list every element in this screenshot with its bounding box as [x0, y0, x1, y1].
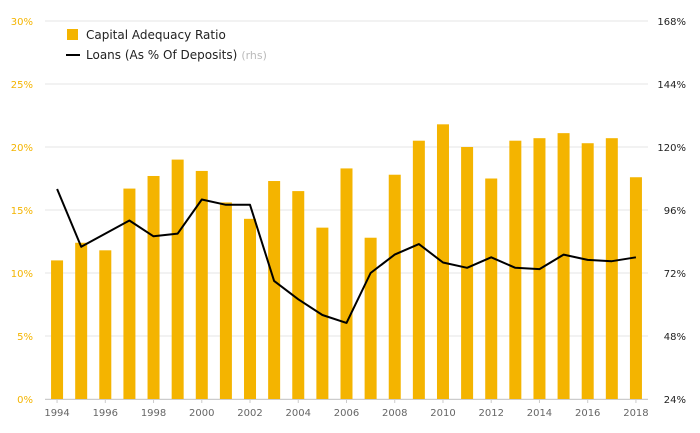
y-left-tick-label: 15% [11, 206, 33, 217]
bar [461, 147, 474, 399]
bar [99, 250, 112, 399]
bar [557, 133, 570, 399]
x-tick-label: 2004 [286, 408, 311, 419]
x-tick-label: 2018 [623, 408, 648, 419]
y-left-tick-label: 20% [11, 143, 33, 154]
y-left-tick-label: 30% [11, 17, 33, 28]
bar [147, 175, 160, 399]
bar [581, 143, 594, 399]
x-tick-label: 2010 [430, 408, 455, 419]
y-right-tick-label: 96% [664, 206, 686, 217]
x-tick-label: 1994 [44, 408, 69, 419]
x-tick-label: 2000 [189, 408, 214, 419]
y-left-tick-label: 5% [17, 332, 33, 343]
x-tick-label: 1996 [93, 408, 118, 419]
y-right-tick-label: 72% [664, 269, 686, 280]
y-right-tick-label: 168% [657, 17, 686, 28]
x-tick-label: 2002 [237, 408, 262, 419]
y-right-tick-label: 144% [657, 80, 686, 91]
bar [195, 170, 208, 399]
y-left-tick-label: 0% [17, 395, 33, 406]
bar [412, 140, 425, 399]
bar [268, 181, 281, 399]
bar [605, 138, 618, 399]
bar [364, 237, 377, 399]
x-tick-label: 2014 [527, 408, 552, 419]
x-tick-label: 2006 [334, 408, 359, 419]
bar [340, 168, 353, 399]
bar [388, 174, 401, 399]
legend-rhs-marker: (rhs) [241, 49, 267, 62]
y-left-tick-label: 25% [11, 80, 33, 91]
bar [509, 140, 522, 399]
bar [316, 227, 329, 399]
x-tick-label: 2008 [382, 408, 407, 419]
line-series-loans [56, 188, 637, 324]
y-right-tick-label: 48% [664, 332, 686, 343]
y-right-tick-label: 120% [657, 143, 686, 154]
x-tick-label: 2016 [575, 408, 600, 419]
y-right-tick-label: 24% [664, 395, 686, 406]
legend-swatch-capital-adequacy-ratio [67, 29, 78, 40]
bar [292, 191, 305, 399]
bar [75, 242, 88, 399]
bar [171, 159, 184, 399]
bar [244, 218, 257, 399]
x-tick-label: 2012 [478, 408, 503, 419]
bar [629, 177, 642, 399]
bar [219, 202, 232, 399]
bar [485, 178, 498, 399]
legend-label-loans: Loans (As % Of Deposits) [86, 48, 237, 62]
bar [51, 260, 64, 399]
x-tick-label: 1998 [141, 408, 166, 419]
legend-label-capital-adequacy-ratio: Capital Adequacy Ratio [86, 28, 226, 42]
y-left-tick-label: 10% [11, 269, 33, 280]
bar [123, 188, 136, 399]
